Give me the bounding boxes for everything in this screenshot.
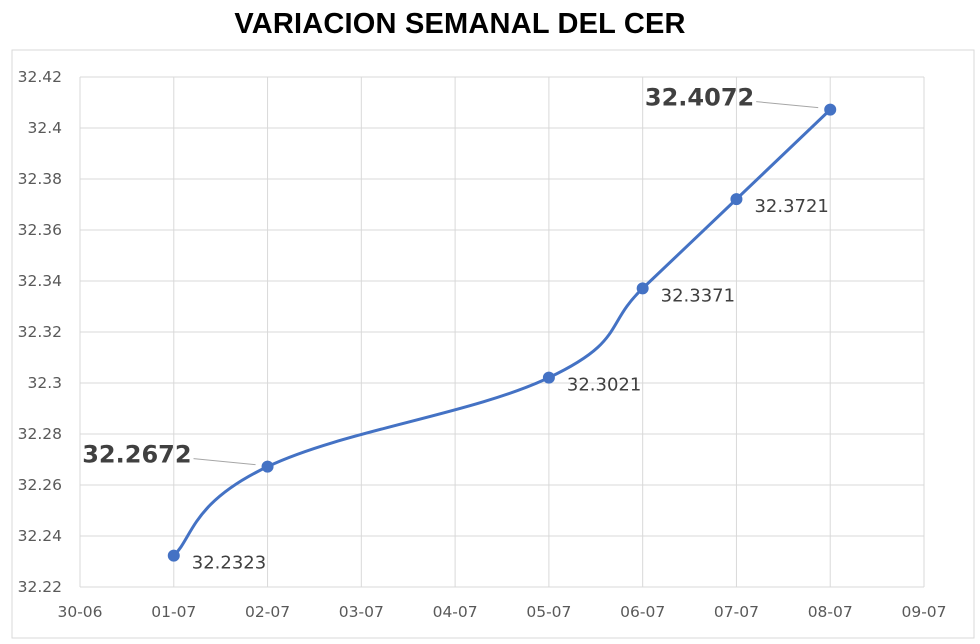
data-label: 32.4072 <box>645 84 754 112</box>
chart-title: VARIACION SEMANAL DEL CER <box>234 8 686 40</box>
series-line <box>172 108 832 558</box>
y-tick-label: 32.38 <box>18 170 62 188</box>
y-tick-label: 32.42 <box>18 68 62 86</box>
y-tick-label: 32.34 <box>18 272 62 290</box>
y-tick-label: 32.36 <box>18 221 62 239</box>
leader-line <box>193 458 256 466</box>
x-tick-label: 05-07 <box>526 603 571 621</box>
x-tick-label: 04-07 <box>433 603 478 621</box>
y-tick-label: 32.4 <box>27 119 62 137</box>
data-point <box>636 282 649 295</box>
data-point <box>261 460 274 473</box>
x-tick-label: 02-07 <box>245 603 290 621</box>
data-label: 32.3371 <box>661 285 735 306</box>
y-tick-label: 32.28 <box>18 425 62 443</box>
data-label: 32.3721 <box>754 196 828 217</box>
y-tick-label: 32.26 <box>18 476 62 494</box>
y-tick-label: 32.22 <box>18 578 62 596</box>
x-tick-label: 08-07 <box>808 603 853 621</box>
y-tick-label: 32.32 <box>18 323 62 341</box>
y-tick-label: 32.3 <box>27 374 62 392</box>
x-tick-label: 06-07 <box>620 603 665 621</box>
data-label: 32.3021 <box>567 375 641 396</box>
x-tick-label: 01-07 <box>151 603 196 621</box>
x-tick-label: 07-07 <box>714 603 759 621</box>
data-label: 32.2323 <box>192 553 266 574</box>
y-tick-label: 32.24 <box>18 527 62 545</box>
data-point <box>167 549 180 562</box>
x-tick-label: 03-07 <box>339 603 384 621</box>
x-tick-label: 09-07 <box>901 603 946 621</box>
data-point <box>542 371 555 384</box>
x-tick-label: 30-06 <box>57 603 102 621</box>
data-point <box>730 193 743 206</box>
data-point <box>824 103 837 116</box>
chart-frame <box>11 49 975 639</box>
leader-line <box>756 101 819 109</box>
data-label: 32.2672 <box>82 441 191 469</box>
